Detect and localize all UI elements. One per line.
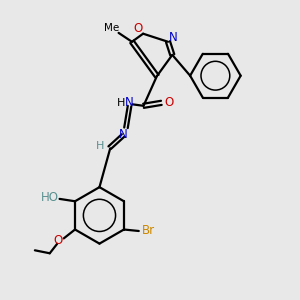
Text: Me: Me (103, 23, 119, 33)
Text: O: O (54, 234, 63, 247)
Text: N: N (169, 31, 178, 44)
Text: N: N (125, 96, 134, 109)
Text: H: H (116, 98, 125, 108)
Text: N: N (118, 128, 127, 141)
Text: H: H (96, 141, 104, 151)
Text: HO: HO (41, 191, 59, 204)
Text: O: O (164, 96, 173, 109)
Text: Br: Br (142, 224, 155, 237)
Text: O: O (133, 22, 142, 35)
